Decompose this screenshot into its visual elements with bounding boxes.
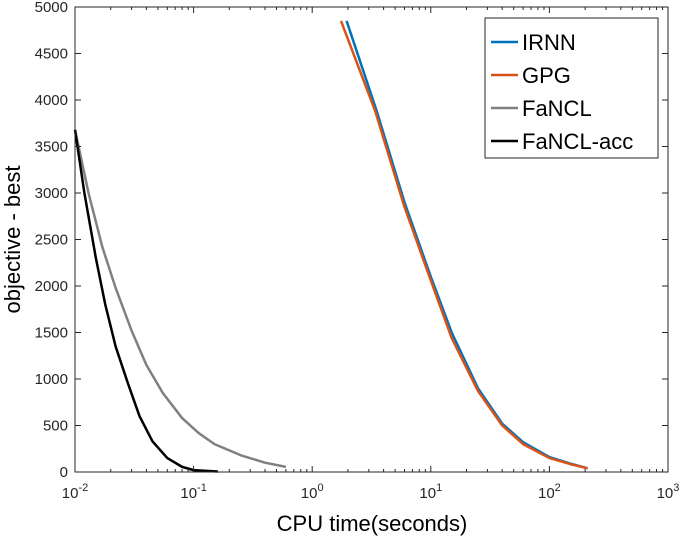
legend-label-gpg: GPG	[522, 63, 571, 88]
y-tick-label: 5000	[35, 0, 68, 16]
y-tick-label: 500	[43, 418, 68, 435]
legend: IRNN GPG FaNCL FaNCL-acc	[484, 17, 659, 159]
y-axis-label: objective - best	[0, 166, 25, 314]
y-tick-label: 2000	[35, 278, 68, 295]
y-tick-label: 3500	[35, 139, 68, 156]
y-tick-label: 1500	[35, 325, 68, 342]
legend-items: IRNN GPG FaNCL FaNCL-acc	[491, 30, 633, 154]
y-tick-label: 0	[60, 464, 68, 481]
series-line-fancl	[73, 129, 287, 469]
y-tick-label: 1000	[35, 371, 68, 388]
series-line-gpg	[339, 20, 588, 470]
x-tick-label: 101	[419, 482, 442, 502]
series-line-fancl-acc	[73, 129, 218, 473]
x-tick-label: 102	[538, 482, 561, 502]
x-tick-label: 10-1	[180, 482, 206, 502]
x-axis-label: CPU time(seconds)	[277, 511, 468, 536]
y-tick-label: 4000	[35, 92, 68, 109]
x-tick-label: 100	[301, 482, 324, 502]
x-tick-label: 10-2	[62, 482, 88, 502]
legend-label-fancl-acc: FaNCL-acc	[522, 129, 633, 154]
legend-label-irnn: IRNN	[522, 30, 576, 55]
y-tick-label: 3000	[35, 185, 68, 202]
legend-label-fancl: FaNCL	[522, 96, 592, 121]
series-layer	[73, 20, 588, 473]
y-tick-label: 4500	[35, 46, 68, 63]
y-tick-label: 2500	[35, 232, 68, 249]
tick-layer: 10-2 10-1 100 101 102 103 0 500 1000 1500 2000 2500…	[35, 0, 680, 502]
x-tick-label: 103	[657, 482, 680, 502]
